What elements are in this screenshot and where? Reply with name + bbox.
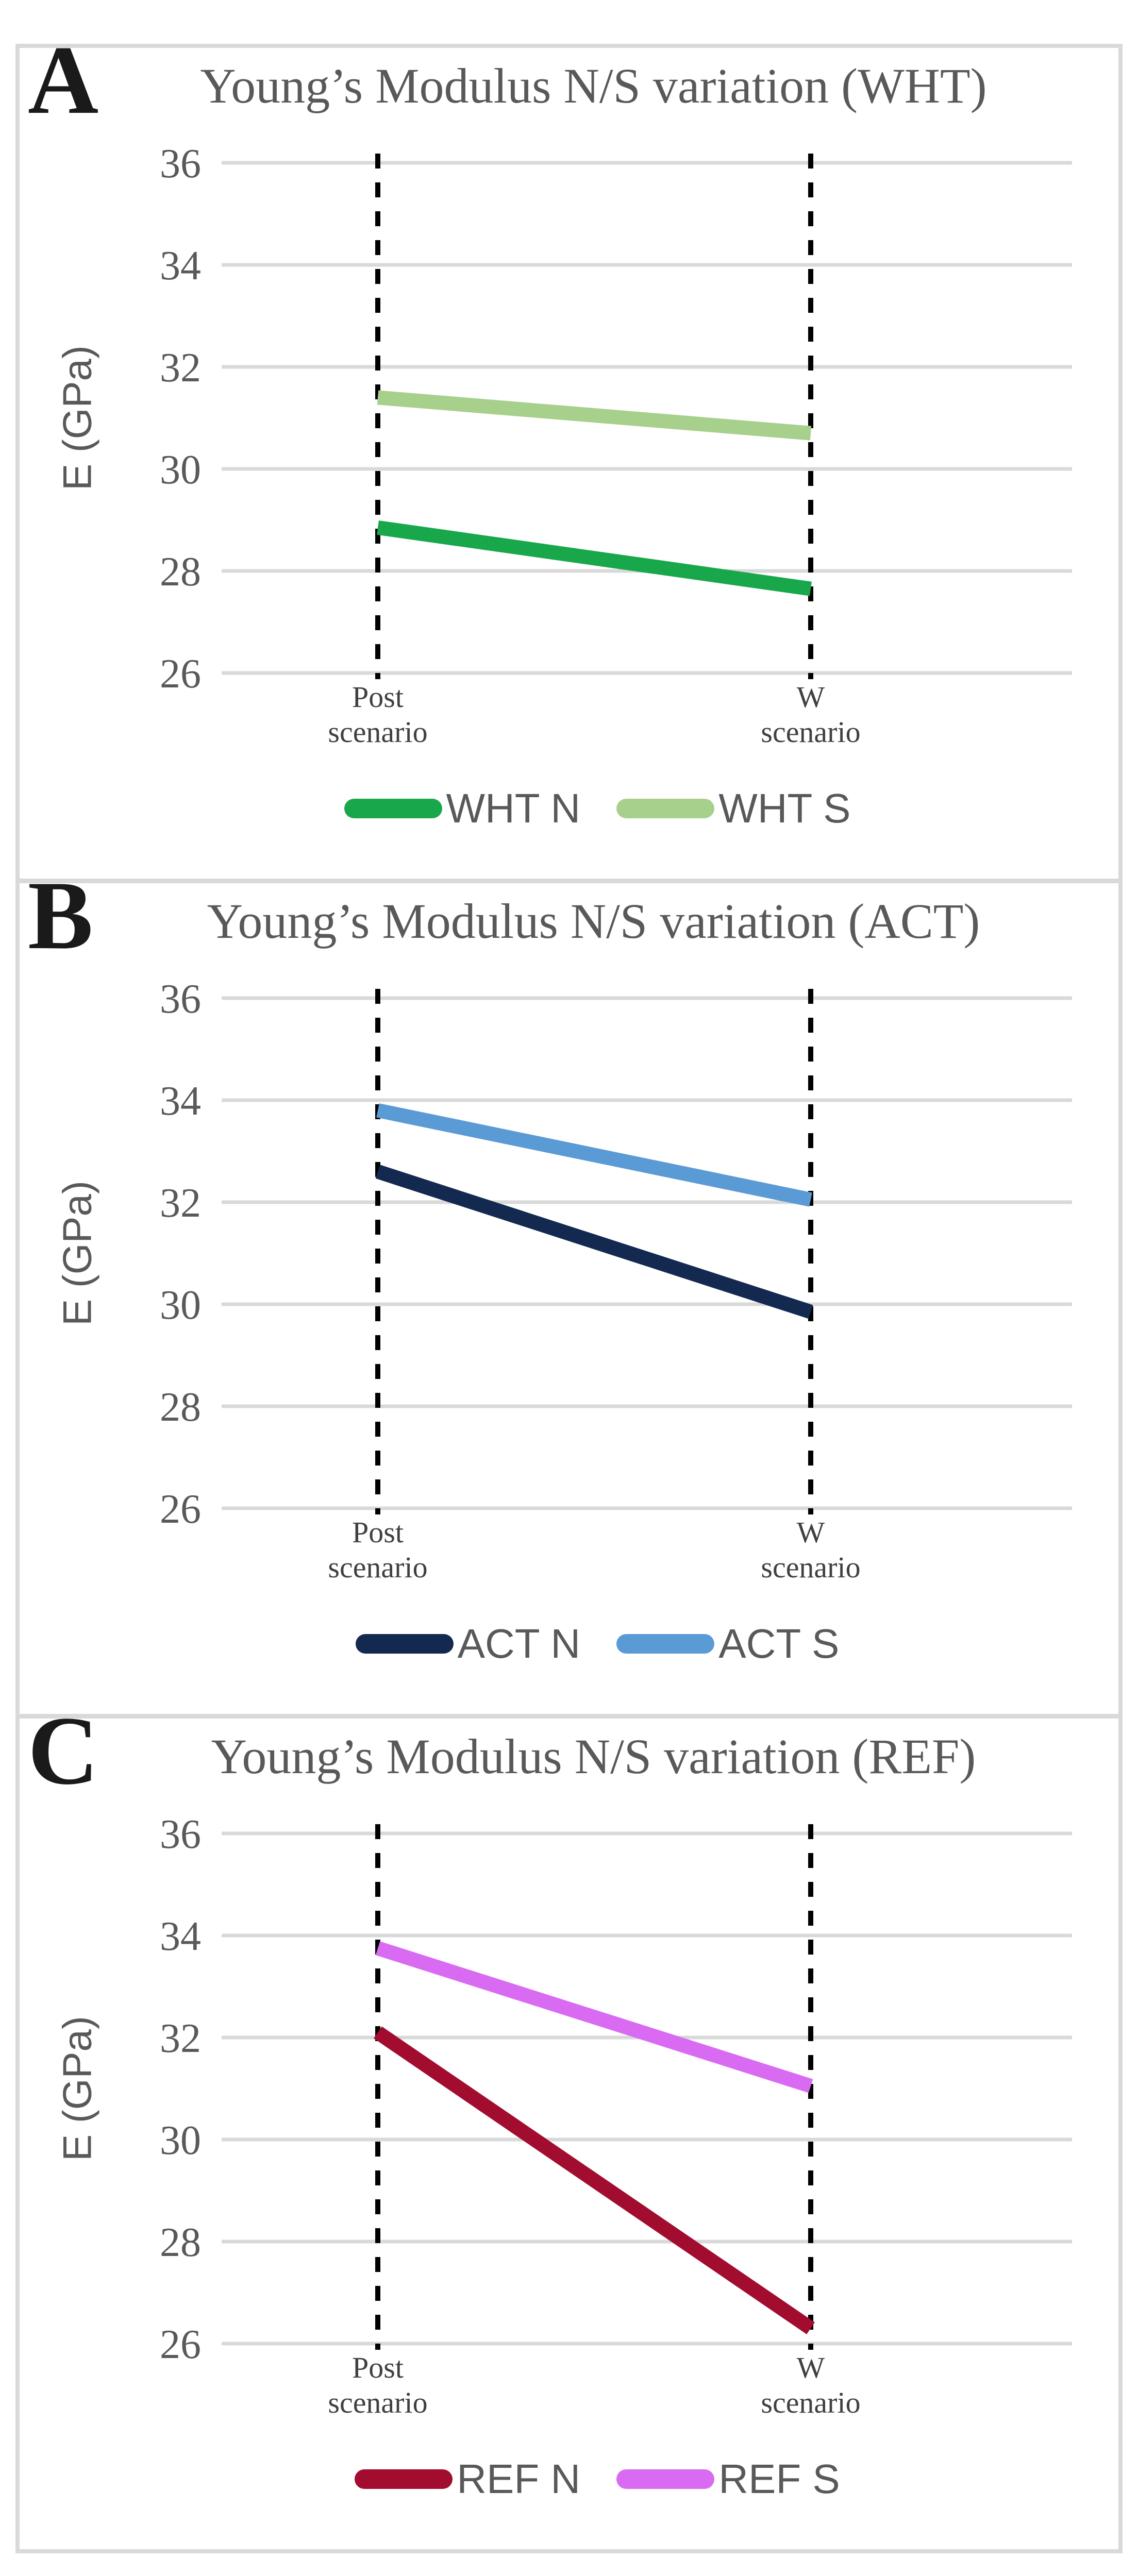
x-category-label: scenario — [328, 2386, 427, 2419]
legend-label-wht-s: WHT S — [718, 785, 851, 831]
y-tick-label: 30 — [160, 2118, 201, 2163]
x-category-label: scenario — [328, 1551, 427, 1584]
y-axis-title: E (GPa) — [54, 2016, 100, 2161]
legend-marker-act-s — [616, 1634, 715, 1654]
legend-item: WHT S — [616, 785, 851, 832]
x-category-label: scenario — [328, 715, 427, 749]
y-tick-label: 26 — [160, 2322, 201, 2367]
series-line-act-n — [375, 1165, 813, 1319]
panel-letter-a: A — [28, 26, 99, 134]
legend-item: ACT N — [355, 1620, 581, 1668]
legend-item: WHT N — [344, 785, 581, 832]
series-line-ref-s — [375, 1941, 813, 2093]
y-tick-label: 32 — [160, 345, 201, 391]
legend-ref: REF N REF S — [20, 2455, 1118, 2503]
legend-label-act-s: ACT S — [718, 1621, 840, 1666]
legend-marker-act-n — [355, 1634, 454, 1654]
x-category-label: scenario — [761, 715, 860, 749]
legend-label-wht-n: WHT N — [446, 785, 581, 831]
panel-letter-c: C — [28, 1697, 99, 1805]
legend-marker-wht-s — [616, 799, 715, 818]
legend-marker-ref-s — [616, 2469, 715, 2489]
chart-title-ref: Young’s Modulus N/S variation (REF) — [211, 1729, 976, 1784]
y-axis-title: E (GPa) — [54, 1181, 100, 1326]
x-category-label: Post — [352, 2351, 404, 2384]
legend-act: ACT N ACT S — [20, 1620, 1118, 1668]
y-tick-label: 34 — [160, 243, 201, 289]
series-line-ref-n — [374, 2026, 815, 2334]
y-tick-label: 30 — [160, 1283, 201, 1328]
legend-marker-wht-n — [344, 799, 442, 818]
series-line-wht-s — [377, 390, 812, 441]
y-tick-label: 30 — [160, 447, 201, 493]
y-tick-label: 34 — [160, 1914, 201, 1959]
y-tick-label: 26 — [160, 651, 201, 697]
chart-title-act: Young’s Modulus N/S variation (ACT) — [207, 894, 980, 949]
series-line-wht-n — [377, 520, 812, 596]
y-tick-label: 36 — [160, 1812, 201, 1857]
x-category-label: W — [797, 1516, 825, 1549]
x-category-label: Post — [352, 1516, 404, 1549]
y-tick-label: 32 — [160, 1181, 201, 1226]
chart-title-wht: Young’s Modulus N/S variation (WHT) — [200, 58, 987, 113]
series-line-act-s — [376, 1103, 812, 1207]
y-tick-label: 28 — [160, 549, 201, 595]
y-tick-label: 36 — [160, 976, 201, 1022]
y-tick-label: 32 — [160, 2016, 201, 2061]
legend-item: REF N — [355, 2455, 580, 2503]
legend-item: REF S — [616, 2455, 840, 2503]
legend-label-ref-n: REF N — [457, 2456, 581, 2502]
x-category-label: W — [797, 2351, 825, 2384]
legend-wht: WHT N WHT S — [20, 785, 1118, 832]
legend-label-act-n: ACT N — [457, 1621, 581, 1666]
y-tick-label: 34 — [160, 1079, 201, 1124]
y-axis-title: E (GPa) — [54, 345, 100, 491]
legend-marker-ref-n — [355, 2469, 453, 2489]
x-category-label: Post — [352, 680, 404, 714]
legend-label-ref-s: REF S — [718, 2456, 840, 2502]
y-tick-label: 28 — [160, 2220, 201, 2265]
x-category-label: scenario — [761, 2386, 860, 2419]
panel-letter-b: B — [28, 862, 93, 970]
legend-item: ACT S — [616, 1620, 839, 1668]
y-tick-label: 28 — [160, 1385, 201, 1430]
y-tick-label: 36 — [160, 141, 201, 187]
x-category-label: scenario — [761, 1551, 860, 1584]
x-category-label: W — [797, 680, 825, 714]
y-tick-label: 26 — [160, 1487, 201, 1532]
